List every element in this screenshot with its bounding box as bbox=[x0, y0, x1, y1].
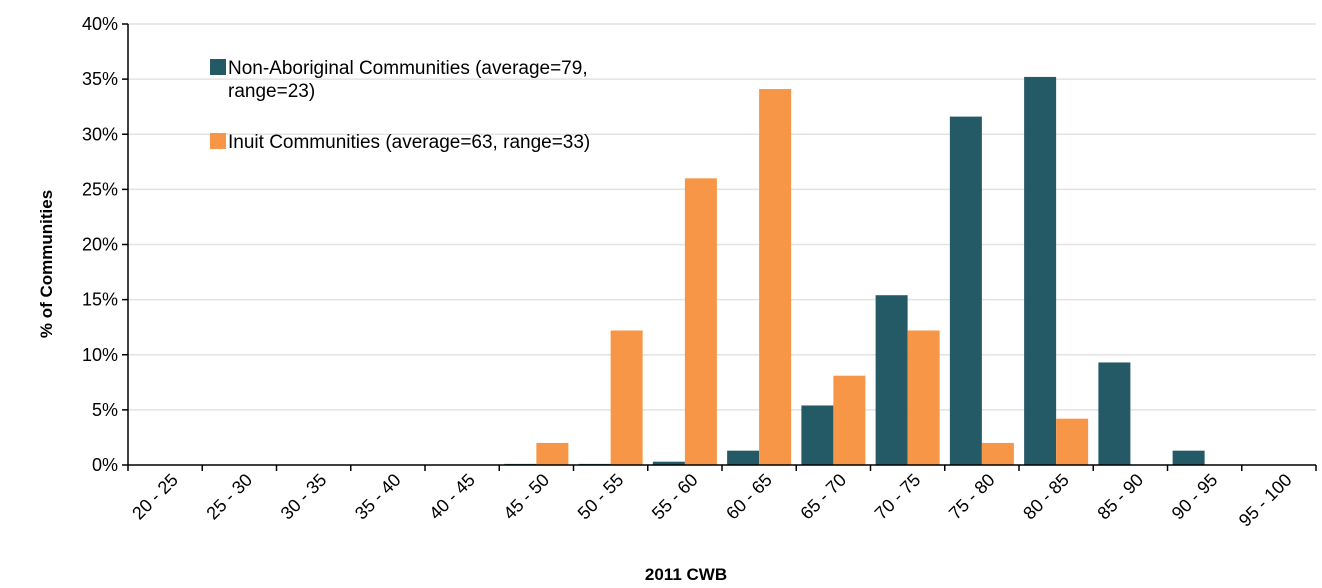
bar-inuit bbox=[684, 178, 717, 465]
y-tick-label: 20% bbox=[82, 235, 118, 255]
x-tick-label: 60 - 65 bbox=[722, 470, 776, 524]
bars bbox=[504, 76, 1205, 466]
bar-inuit bbox=[610, 330, 643, 465]
bar-non-aboriginal bbox=[801, 405, 834, 465]
x-tick-label: 65 - 70 bbox=[796, 470, 850, 524]
legend-label: Non-Aboriginal Communities (average=79, bbox=[228, 58, 588, 79]
x-tick-label: 95 - 100 bbox=[1235, 470, 1296, 531]
y-tick-label: 10% bbox=[82, 345, 118, 365]
x-tick-label: 70 - 75 bbox=[871, 470, 925, 524]
bar-inuit bbox=[1056, 418, 1089, 465]
axes bbox=[127, 24, 1317, 471]
bar-non-aboriginal bbox=[1024, 76, 1057, 466]
bar-non-aboriginal bbox=[875, 295, 908, 465]
bar-non-aboriginal bbox=[652, 461, 685, 465]
y-tick-label: 15% bbox=[82, 290, 118, 310]
bar-inuit bbox=[759, 89, 792, 466]
x-tick-label: 20 - 25 bbox=[128, 470, 182, 524]
x-axis-title: 2011 CWB bbox=[645, 565, 727, 584]
x-tick-label: 85 - 90 bbox=[1093, 470, 1147, 524]
x-tick-label: 40 - 45 bbox=[425, 470, 479, 524]
y-tick-label: 5% bbox=[92, 400, 118, 420]
x-tick-label: 75 - 80 bbox=[945, 470, 999, 524]
gridlines bbox=[122, 23, 1316, 466]
y-tick-label: 0% bbox=[92, 455, 118, 475]
x-tick-label: 30 - 35 bbox=[277, 470, 331, 524]
legend: Non-Aboriginal Communities (average=79,r… bbox=[210, 58, 590, 153]
x-tick-label: 35 - 40 bbox=[351, 470, 405, 524]
x-tick-label: 55 - 60 bbox=[648, 470, 702, 524]
y-tick-label: 30% bbox=[82, 124, 118, 144]
y-tick-labels: 0% 5% 10% 15% 20% 25% 30% 35% 40% bbox=[82, 14, 118, 475]
y-tick-label: 25% bbox=[82, 179, 118, 199]
legend-label: range=23) bbox=[228, 81, 315, 102]
y-tick-label: 35% bbox=[82, 69, 118, 89]
legend-swatch bbox=[210, 59, 226, 75]
bar-non-aboriginal bbox=[949, 116, 982, 466]
x-tick-label: 25 - 30 bbox=[202, 470, 256, 524]
y-tick-label: 40% bbox=[82, 14, 118, 34]
x-tick-labels: 20 - 25 25 - 30 30 - 35 35 - 40 40 - 45 45 - … bbox=[128, 470, 1296, 531]
bar-inuit bbox=[981, 442, 1014, 465]
x-tick-label: 50 - 55 bbox=[574, 470, 628, 524]
bar-non-aboriginal bbox=[1172, 450, 1205, 465]
y-axis-title: % of Communities bbox=[37, 190, 56, 338]
bar-inuit bbox=[536, 442, 569, 465]
legend-label: Inuit Communities (average=63, range=33) bbox=[228, 132, 590, 153]
x-tick-label: 45 - 50 bbox=[499, 470, 553, 524]
bar-non-aboriginal bbox=[727, 450, 760, 465]
bar-inuit bbox=[833, 375, 866, 465]
legend-swatch bbox=[210, 133, 226, 149]
bar-non-aboriginal bbox=[1098, 362, 1131, 465]
bar-inuit bbox=[907, 330, 940, 465]
x-tick-label: 90 - 95 bbox=[1168, 470, 1222, 524]
x-tick-label: 80 - 85 bbox=[1019, 470, 1073, 524]
